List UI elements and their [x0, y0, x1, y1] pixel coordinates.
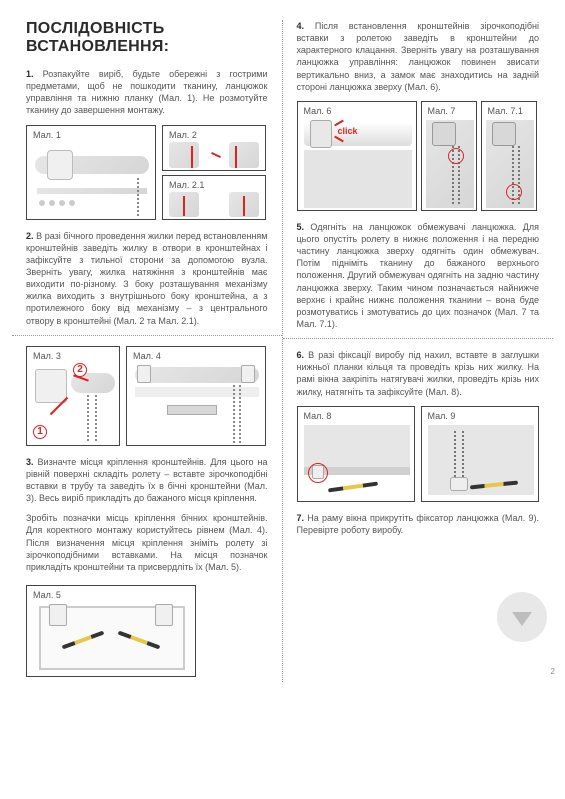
figure-5: Мал. 5	[26, 585, 196, 677]
step-6: 6. В разі фіксації виробу під нахил, вст…	[297, 349, 540, 398]
figure-2-1: Мал. 2.1	[162, 175, 266, 220]
figure-7: Мал. 7	[421, 101, 477, 211]
divider-right	[283, 338, 554, 339]
page-title: ПОСЛІДОВНІСТЬ ВСТАНОВЛЕННЯ:	[26, 20, 268, 56]
figure-4: Мал. 4	[126, 346, 266, 446]
watermark-icon	[497, 592, 547, 642]
step-5: 5. Одягніть на ланцюжок обмежувачі ланцю…	[297, 221, 540, 330]
divider	[12, 335, 282, 336]
figure-3: Мал. 3 1 2	[26, 346, 120, 446]
page-number: 2	[551, 667, 555, 676]
figure-1: Мал. 1	[26, 125, 156, 220]
step-3a: 3. Визначте місця кріплення кронштейнів.…	[26, 456, 268, 505]
figure-2: Мал. 2	[162, 125, 266, 171]
step-3b: Зробіть позначки місць кріплення бічних …	[26, 512, 268, 573]
figure-7-1: Мал. 7.1	[481, 101, 537, 211]
step-1: 1. Розпакуйте виріб, будьте обережні з г…	[26, 68, 268, 117]
step-7: 7. На раму вікна прикрутіть фіксатор лан…	[297, 512, 540, 536]
step-4: 4. Після встановлення кронштейнів зірочк…	[297, 20, 540, 93]
step-2: 2. В разі бічного проведення жилки перед…	[26, 230, 268, 327]
figure-8: Мал. 8	[297, 406, 415, 502]
figure-6: Мал. 6 click	[297, 101, 417, 211]
figure-9: Мал. 9	[421, 406, 539, 502]
